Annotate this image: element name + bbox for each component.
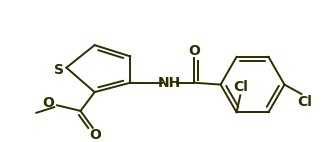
Text: O: O	[43, 96, 54, 110]
Text: NH: NH	[158, 76, 181, 90]
Text: S: S	[54, 62, 64, 77]
Text: Cl: Cl	[298, 95, 313, 108]
Text: O: O	[188, 44, 200, 58]
Text: Cl: Cl	[233, 80, 248, 94]
Text: O: O	[90, 128, 102, 142]
